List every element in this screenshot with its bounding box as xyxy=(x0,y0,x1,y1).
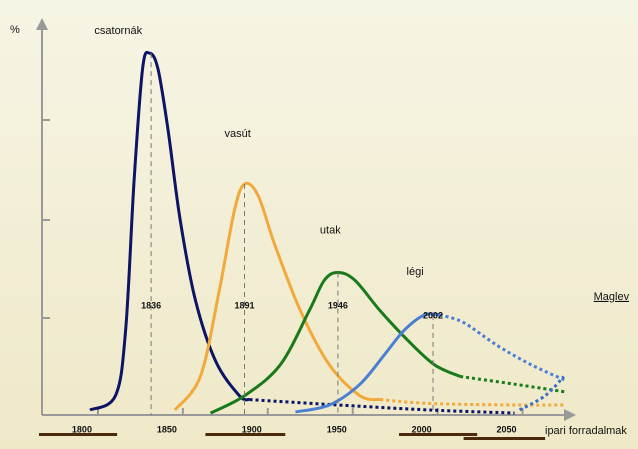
projection-line xyxy=(249,398,515,415)
peak-label: 1891 xyxy=(234,300,254,310)
x-label: ipari forradalmak xyxy=(545,425,627,437)
revolution-bar xyxy=(39,433,118,436)
revolution-bar xyxy=(399,433,478,436)
series-line xyxy=(89,50,251,412)
x-tick-label: 1850 xyxy=(157,424,177,434)
x-tick-label: 1900 xyxy=(242,424,262,434)
y-label: % xyxy=(10,24,20,36)
x-tick-label: 2050 xyxy=(497,424,517,434)
series-label: vasút xyxy=(225,128,251,140)
peak-label: 1836 xyxy=(141,300,161,310)
series-label: csatornák xyxy=(94,25,142,37)
series-label: légi xyxy=(407,266,424,278)
y-arrow xyxy=(36,18,48,30)
projection-line xyxy=(439,313,567,382)
x-arrow xyxy=(564,409,576,421)
projection-line xyxy=(518,375,565,412)
revolution-bar xyxy=(205,433,286,436)
peak-label: 2002 xyxy=(423,310,443,320)
projection-line xyxy=(459,375,566,394)
projection-line xyxy=(380,398,566,407)
series-line xyxy=(295,312,440,414)
series-label: utak xyxy=(320,224,341,236)
series-line xyxy=(173,181,381,411)
series-label: Maglev xyxy=(594,291,630,303)
x-tick-label: 1950 xyxy=(327,424,347,434)
x-tick-label: 2000 xyxy=(412,424,432,434)
revolution-bar xyxy=(463,437,546,440)
x-tick-label: 1800 xyxy=(72,424,92,434)
peak-label: 1946 xyxy=(328,300,348,310)
